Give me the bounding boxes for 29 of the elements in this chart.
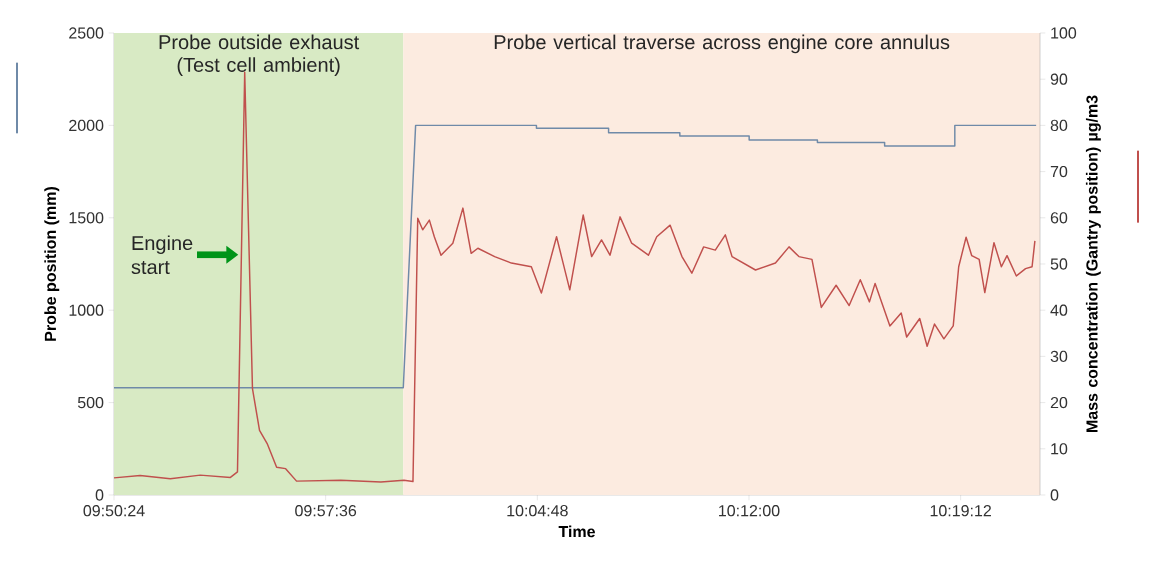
x-axis-title: Time xyxy=(558,525,595,538)
y2-tick-label: 40 xyxy=(1050,304,1068,316)
y2-tick-label: 100 xyxy=(1051,27,1077,39)
band-label: Probe outside exhaust (Test cell ambient) xyxy=(159,34,360,76)
y2-tick-label: 50 xyxy=(1050,258,1068,270)
y-tick-label: 500 xyxy=(77,396,104,409)
x-tick-label: 10:19:12 xyxy=(930,505,991,517)
x-tick-label: 10:12:00 xyxy=(719,505,780,517)
y2-tick-label: 10 xyxy=(1051,443,1068,455)
y2-tick-label: 60 xyxy=(1050,212,1068,224)
y-tick-label: 2500 xyxy=(69,27,104,39)
y-tick-label: 2000 xyxy=(69,119,104,132)
y-axis-title: Probe position (mm) xyxy=(44,187,60,341)
annotation: Engine start xyxy=(131,235,193,275)
x-tick-label: 09:57:36 xyxy=(295,505,357,517)
y2-tick-label: 20 xyxy=(1050,396,1068,409)
y2-tick-label: 30 xyxy=(1050,350,1068,363)
x-tick-label: 09:50:24 xyxy=(83,505,145,517)
y-tick-label: 1000 xyxy=(69,304,104,316)
y-tick-label: 1500 xyxy=(69,212,104,224)
y2-tick-label: 90 xyxy=(1050,73,1068,85)
y-tick-label: 0 xyxy=(95,489,104,501)
y2-tick-label: 80 xyxy=(1050,119,1068,132)
y2-tick-label: 0 xyxy=(1050,489,1059,501)
x-tick-label: 10:04:48 xyxy=(507,505,568,517)
y2-tick-label: 70 xyxy=(1050,165,1068,178)
line-series xyxy=(113,124,1037,389)
band-label: Probe vertical traverse across engine core annulus xyxy=(494,34,950,54)
y2-axis-title: Mass concentration (Gantry position) µg/m3 xyxy=(1085,95,1101,432)
